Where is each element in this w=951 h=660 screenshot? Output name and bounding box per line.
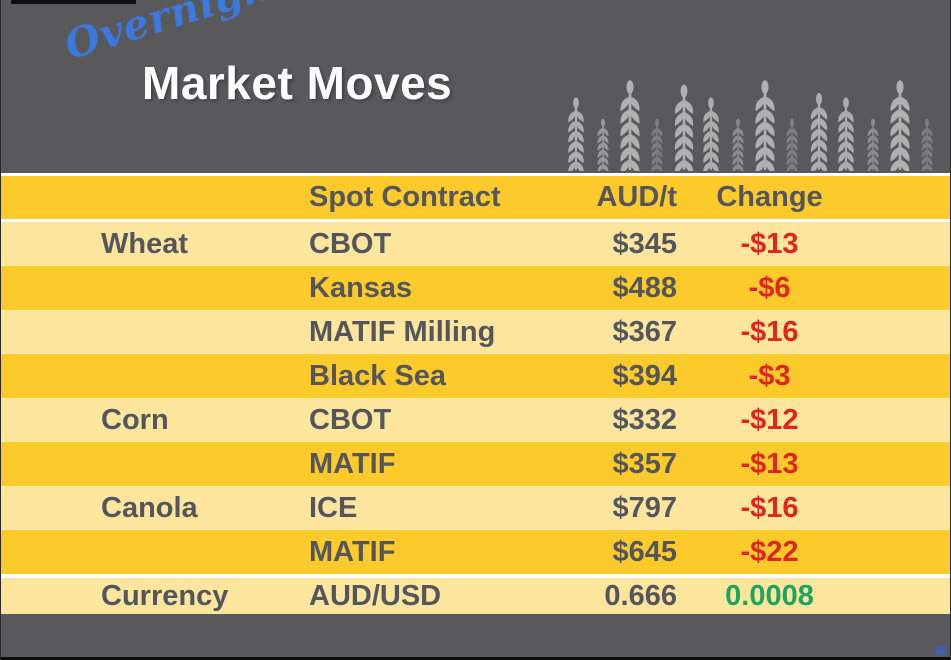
cell-change: -$16 — [740, 315, 799, 348]
table-row-wheat-black-sea: Black Sea $394 -$3 — [1, 354, 950, 398]
table-row-corn-cbot: Corn CBOT $332 -$12 — [1, 398, 950, 442]
cell-change: -$16 — [740, 491, 799, 524]
cell-price: $367 — [612, 315, 677, 348]
cell-contract: ICE — [309, 491, 358, 524]
separator — [1, 219, 950, 222]
separator — [1, 574, 950, 578]
cell-contract: AUD/USD — [309, 579, 442, 612]
cell-price: $645 — [612, 535, 677, 568]
separator — [1, 173, 950, 176]
cell-change: -$12 — [740, 403, 799, 436]
cell-price: $488 — [612, 271, 677, 304]
wheat-field-decoration — [568, 80, 933, 171]
table-row-canola-matif: MATIF $645 -$22 — [1, 530, 950, 574]
cell-price: 0.666 — [604, 579, 677, 612]
cell-change: -$13 — [740, 227, 799, 260]
page-header: Overnight Market Moves — [1, 0, 950, 173]
table-row-corn-matif: MATIF $357 -$13 — [1, 442, 950, 486]
column-header-contract: Spot Contract — [309, 181, 501, 213]
table-row-wheat-cbot: Wheat CBOT $345 -$13 — [1, 222, 950, 266]
cell-change: -$13 — [740, 447, 799, 480]
cell-contract: CBOT — [309, 227, 392, 260]
table-row-wheat-kansas: Kansas $488 -$6 — [1, 266, 950, 310]
cell-commodity: Wheat — [101, 227, 188, 260]
page-title: Market Moves — [142, 57, 453, 109]
cell-price: $394 — [612, 359, 677, 392]
cell-contract: MATIF — [309, 535, 396, 568]
cell-price: $797 — [612, 491, 677, 524]
cell-price: $345 — [612, 227, 677, 260]
cell-change: 0.0008 — [725, 579, 814, 612]
cell-change: -$6 — [748, 271, 791, 304]
cell-change: -$22 — [740, 535, 799, 568]
cell-change: -$3 — [748, 359, 791, 392]
column-header-price: AUD/t — [596, 181, 677, 213]
blue-corner-mark — [936, 646, 946, 655]
footer-bar — [1, 614, 950, 657]
table-row-wheat-matif-milling: MATIF Milling $367 -$16 — [1, 310, 950, 354]
cell-price: $332 — [612, 403, 677, 436]
table-row-canola-ice: Canola ICE $797 -$16 — [1, 486, 950, 530]
cell-commodity: Canola — [101, 491, 198, 524]
cell-commodity: Corn — [101, 403, 169, 436]
top-edge-mark — [11, 0, 136, 4]
table-row-currency-audusd: Currency AUD/USD 0.666 0.0008 — [1, 578, 950, 614]
cell-contract: CBOT — [309, 403, 392, 436]
cell-contract: Kansas — [309, 271, 413, 304]
table-header-row: Spot Contract AUD/t Change — [1, 176, 950, 219]
cell-contract: MATIF — [309, 447, 396, 480]
bottom-edge — [1, 657, 950, 660]
cell-price: $357 — [612, 447, 677, 480]
cell-contract: MATIF Milling — [309, 315, 496, 348]
column-header-change: Change — [716, 181, 823, 213]
cell-commodity: Currency — [101, 579, 229, 612]
cell-contract: Black Sea — [309, 359, 447, 392]
